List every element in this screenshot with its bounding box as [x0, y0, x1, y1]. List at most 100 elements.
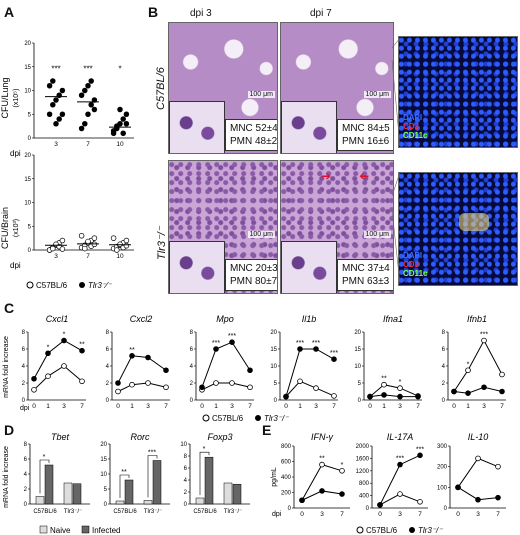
data-point: [120, 116, 126, 122]
data-point: [59, 87, 66, 94]
legend-open-circle: [202, 414, 210, 422]
mnc-value: MNC 84±5: [342, 123, 390, 134]
series-line: [453, 339, 503, 392]
y-tick-label: 0: [358, 398, 362, 404]
series-line: [201, 382, 251, 391]
significance-marker: ***: [296, 340, 304, 347]
data-point: [495, 463, 501, 470]
y-tick-label: 0: [24, 502, 28, 508]
x-tick-label: 1: [298, 403, 302, 410]
lung-units: (x10⁵): [13, 89, 20, 108]
series-line: [369, 394, 418, 398]
chart-title: IL-17A: [387, 432, 414, 442]
y-tick-label: 100: [437, 485, 448, 491]
panel-label-d: D: [4, 422, 15, 438]
y-tick-label: 6: [24, 457, 28, 463]
data-point: [115, 388, 121, 395]
data-point: [115, 380, 121, 386]
data-point: [53, 97, 59, 103]
x-tick-label: 3: [230, 403, 234, 410]
chart-title: Ifnb1: [467, 314, 487, 324]
significance-marker: *: [399, 379, 402, 386]
y-tick-label: 4: [442, 364, 446, 370]
scale-bar: 100 μm: [363, 231, 391, 238]
x-tick-label: 7: [332, 403, 336, 410]
data-point: [91, 106, 98, 113]
chart-title: Tbet: [51, 432, 70, 442]
y-tick-label: 2: [190, 381, 194, 387]
x-tick-label: 7: [86, 141, 90, 148]
panel-a-legend: C57BL/6 Tlr3⁻⁄⁻: [26, 281, 112, 290]
brain-units: (x10³): [13, 219, 20, 237]
y-tick-label: 5: [274, 381, 278, 387]
y-tick-label: 15: [270, 347, 277, 353]
bar: [143, 500, 153, 505]
lung-ylabel: CFU/Lung: [0, 77, 10, 118]
y-tick-label: 6: [190, 347, 194, 353]
data-point: [45, 350, 51, 357]
panel-c-legend: C57BL/6 Tlr3⁻/⁻: [202, 414, 289, 422]
series-line: [201, 341, 251, 388]
data-point: [283, 393, 289, 400]
significance-marker: **: [79, 342, 85, 349]
counts-ko-dpi7: MNC 37±4 PMN 63±3: [337, 259, 393, 291]
y-tick-label: 10: [24, 201, 31, 207]
chart-title: IL-10: [468, 432, 489, 442]
positive-region: [459, 213, 489, 231]
bar: [35, 496, 45, 505]
significance-marker: *: [467, 361, 470, 368]
data-point: [451, 388, 457, 395]
scale-bar: 100 μm: [247, 91, 275, 98]
significance-marker: ***: [212, 340, 220, 347]
inset-ko-dpi7: [281, 241, 337, 293]
mnc-value: MNC 20±3: [230, 263, 278, 274]
counts-wt-dpi3: MNC 52±4 PMN 48±2: [225, 119, 277, 151]
data-point: [213, 380, 219, 386]
data-point: [50, 101, 56, 108]
legend-naive: Naive: [50, 526, 71, 535]
y-tick-label: 20: [24, 153, 31, 159]
pmn-value: PMN 80±7: [230, 276, 278, 287]
panel-c-line-charts: mRNA fold increase dpi C57BL/6 Tlr3⁻/⁻ 0…: [3, 314, 506, 422]
significance-bracket: [147, 455, 158, 498]
x-tick-label: C57BL/6: [33, 509, 57, 515]
y-tick-label: 300: [437, 444, 448, 450]
y-tick-label: 1200: [356, 469, 370, 475]
c-dpi: dpi: [20, 405, 30, 412]
row-label-ko: Tlr3⁻/⁻: [156, 226, 168, 260]
pmn-value: PMN 63±3: [342, 276, 390, 287]
legend-wt: C57BL/6: [36, 281, 68, 290]
y-tick-label: 5: [358, 381, 362, 387]
micrograph-ko-dpi3: 100 μm MNC 20±3 PMN 80±7: [168, 160, 278, 294]
x-tick-label: 3: [398, 403, 402, 410]
legend-filled-circle: [409, 527, 415, 533]
y-tick-label: 0: [184, 502, 188, 508]
data-point: [163, 384, 169, 391]
significance-marker: ***: [312, 340, 320, 347]
significance-marker: ***: [148, 450, 156, 457]
y-tick-label: 15: [24, 177, 31, 183]
x-tick-label: 7: [340, 511, 344, 518]
micrograph-wt-dpi3: 100 μm MNC 52±4 PMN 48±2: [168, 22, 278, 154]
x-tick-label: 0: [200, 403, 204, 410]
data-point: [247, 367, 253, 374]
y-tick-label: 20: [270, 330, 277, 336]
y-tick-label: 4: [22, 364, 26, 370]
data-point: [117, 106, 123, 113]
significance-marker: **: [129, 347, 135, 354]
data-point: [79, 378, 85, 385]
x-tick-label: Tlr3⁻/⁻: [224, 509, 242, 515]
y-tick-label: 15: [100, 457, 107, 463]
series-line: [301, 464, 343, 501]
y-tick-label: 2: [106, 381, 110, 387]
x-tick-label: 3: [314, 403, 318, 410]
c-ylabel: mRNA fold increase: [3, 336, 10, 398]
pmn-value: PMN 16±6: [342, 136, 390, 147]
y-tick-label: 0: [288, 506, 292, 512]
scale-bar: 100 μm: [363, 91, 391, 98]
y-tick-label: 2: [184, 490, 188, 496]
significance-marker: **: [121, 469, 127, 476]
y-tick-label: 2: [22, 381, 26, 387]
stain-cd11c: CD11c: [403, 131, 428, 140]
data-point: [31, 387, 37, 393]
